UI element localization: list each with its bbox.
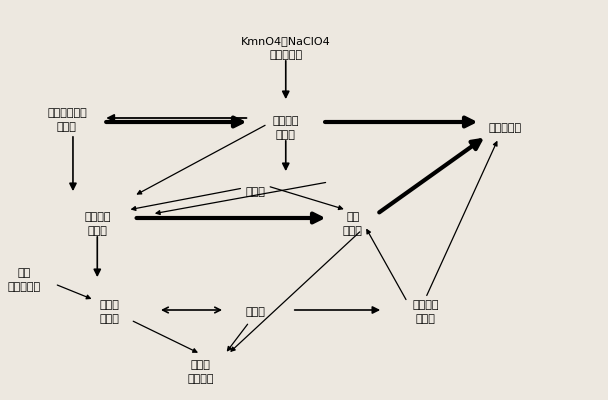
Text: 反应与
沉降池: 反应与 沉降池 <box>100 300 119 324</box>
Text: 湿式（溢流）
球磨机: 湿式（溢流） 球磨机 <box>47 108 87 132</box>
Text: KmnO4或NaClO4
溶液加注池: KmnO4或NaClO4 溶液加注池 <box>241 36 331 60</box>
Text: 溢流螺旋
分级机: 溢流螺旋 分级机 <box>272 116 299 140</box>
Text: 打浆池: 打浆池 <box>246 187 265 197</box>
Text: 水力
旋流器: 水力 旋流器 <box>343 212 362 236</box>
Text: 离心机: 离心机 <box>246 307 265 317</box>
Text: 固体堆放场: 固体堆放场 <box>488 123 521 133</box>
Text: 饱和
硝酸铅溶液: 饱和 硝酸铅溶液 <box>8 268 41 292</box>
Text: 涡旋流体
净化器: 涡旋流体 净化器 <box>412 300 439 324</box>
Text: 圆锥水力
分级机: 圆锥水力 分级机 <box>84 212 111 236</box>
Text: 铬酸铅
收集烘干: 铬酸铅 收集烘干 <box>187 360 214 384</box>
